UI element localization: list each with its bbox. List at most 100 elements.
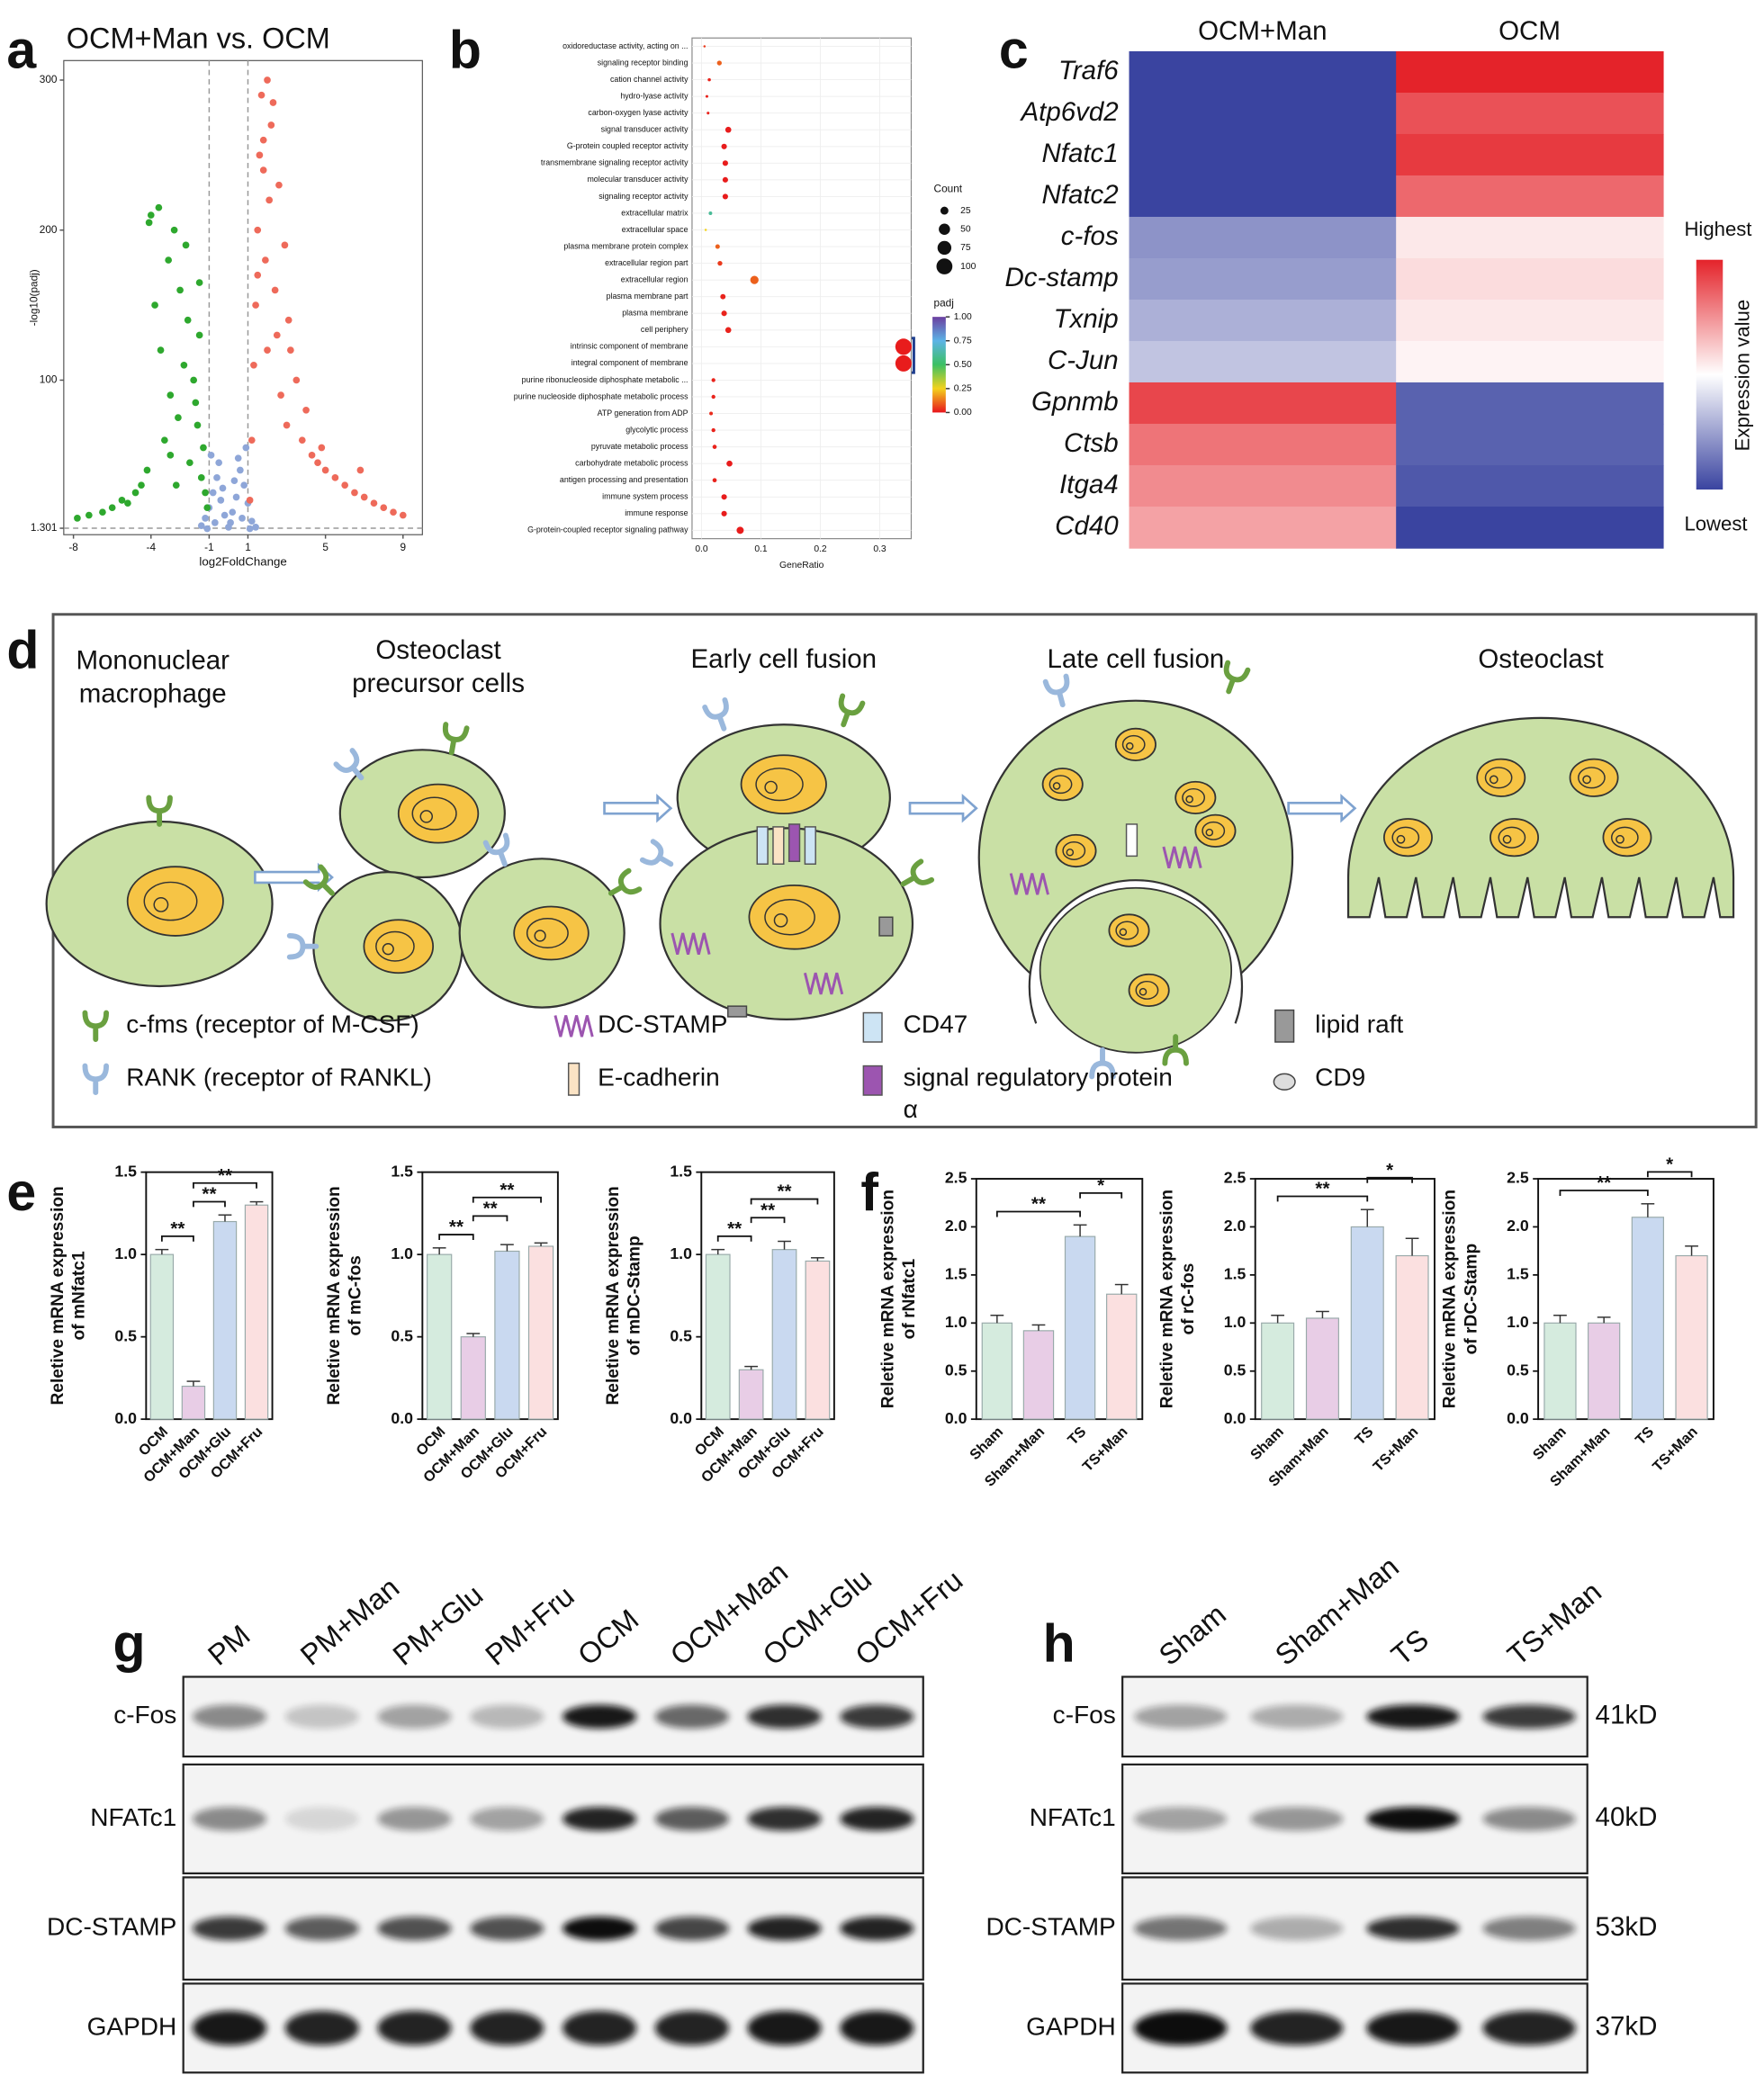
colorbar-label: 0.50 [954, 360, 972, 370]
bar [981, 1322, 1013, 1420]
legend-label: 100 [960, 262, 976, 272]
size-label: 53kD [1596, 1912, 1658, 1942]
dot [721, 510, 727, 517]
bar [460, 1336, 486, 1420]
nucleus [1490, 818, 1539, 858]
significance-label: * [1386, 1160, 1394, 1181]
nucleolus [1121, 734, 1146, 754]
dot [707, 77, 711, 82]
heat-cell [1129, 299, 1397, 342]
band [1366, 2010, 1460, 2046]
bar [1544, 1322, 1577, 1420]
row-label: GAPDH [87, 2012, 177, 2040]
nucleolus [534, 930, 546, 942]
category-label: extracellular region [621, 274, 688, 283]
bar [1350, 1226, 1384, 1420]
nucleus [748, 884, 841, 950]
nucleolus [419, 810, 433, 823]
dot [722, 176, 728, 183]
receptor [639, 839, 674, 867]
nucleolus [1052, 782, 1061, 790]
point [217, 497, 225, 504]
point [202, 515, 209, 522]
significance-label: ** [777, 1181, 792, 1202]
nucleus [1476, 758, 1526, 797]
nucleolus [1391, 826, 1420, 849]
legend-label: 50 [960, 224, 971, 234]
point [256, 151, 264, 159]
nucleolus [1185, 795, 1193, 804]
point [86, 511, 93, 519]
colorbar-label: 1.00 [954, 312, 972, 322]
nucleus [126, 866, 224, 937]
x-tick-label: 0.0 [695, 544, 708, 554]
point [370, 499, 378, 508]
heat-cell [1396, 299, 1664, 342]
y-axis-label: of rDC-Stamp [1462, 1244, 1480, 1355]
bar [1064, 1235, 1096, 1420]
significance-label: * [1097, 1175, 1105, 1196]
nucleolus [526, 918, 569, 948]
band [470, 1704, 544, 1729]
y-tick-label: 1.0 [1224, 1313, 1246, 1331]
category-label: plasma membrane part [607, 292, 688, 301]
osteoclast [1346, 716, 1735, 919]
point [145, 219, 153, 227]
band [192, 1704, 267, 1729]
point [124, 499, 131, 508]
y-tick-label: 1.0 [670, 1244, 692, 1262]
row-label: c-Fos [113, 1701, 176, 1729]
legend-size [939, 223, 950, 236]
category-label: intrinsic component of membrane [571, 342, 688, 351]
dot [722, 193, 728, 200]
y-axis-label: Reletive mRNA expression [604, 1186, 623, 1405]
legend-label: lipid raft [1315, 1011, 1403, 1038]
point [165, 256, 172, 264]
bar [1675, 1254, 1708, 1420]
fusion-protein [756, 826, 769, 865]
point [200, 444, 207, 452]
point [331, 474, 339, 481]
category-label: extracellular matrix [621, 208, 688, 217]
dot [726, 460, 733, 467]
dot [711, 378, 716, 382]
band [470, 2010, 544, 2046]
diagram-frame [51, 613, 1758, 1128]
significance-bracket [472, 1196, 542, 1203]
point [298, 436, 306, 444]
category-label: extracellular region part [605, 258, 688, 267]
significance-bracket [438, 1234, 474, 1240]
band [377, 1807, 452, 1831]
y-axis-label: Reletive mRNA expression [1441, 1190, 1460, 1408]
point [318, 444, 326, 452]
x-axis-label: GeneRatio [779, 561, 824, 570]
nucleolus [1119, 928, 1128, 937]
point [360, 493, 368, 501]
nucleolus [764, 780, 778, 795]
band [1250, 1916, 1344, 1941]
point [143, 466, 151, 474]
significance-bracket [716, 1235, 752, 1242]
arrow [603, 793, 673, 823]
point [380, 504, 388, 512]
significance-bracket [193, 1181, 257, 1189]
y-axis-label: of rNfatc1 [900, 1259, 919, 1340]
receptor [1042, 673, 1070, 708]
dot [717, 260, 723, 266]
heat-cell [1129, 257, 1397, 301]
point [248, 517, 256, 525]
band [284, 1704, 359, 1729]
y-tick-label: 2.0 [945, 1217, 968, 1235]
legend-raft [1274, 1009, 1295, 1043]
point [166, 391, 175, 399]
point [190, 376, 198, 384]
heat-cell [1396, 50, 1664, 94]
category-label: immune response [625, 508, 688, 517]
category-label: pyruvate metabolic process [591, 442, 688, 451]
point [271, 286, 279, 294]
row-label: NFATc1 [90, 1803, 176, 1831]
point [302, 406, 310, 414]
point [246, 497, 254, 504]
x-tick-label: 0.3 [873, 544, 886, 554]
x-tick-label: 0.2 [814, 544, 827, 554]
